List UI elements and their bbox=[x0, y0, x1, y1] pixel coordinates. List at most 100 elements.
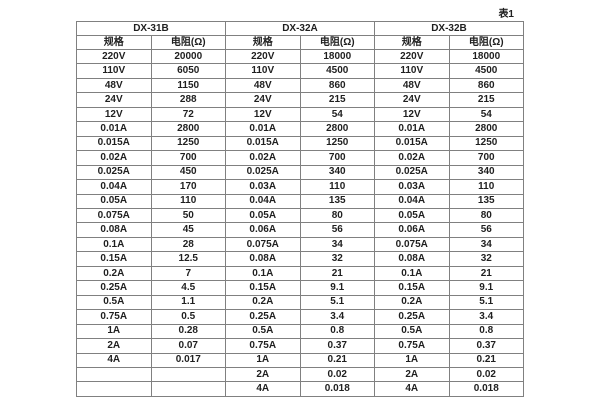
table-row: 4A 0.017 1A 0.21 1A 0.21 bbox=[76, 352, 524, 368]
spec-cell: 0.25A bbox=[374, 309, 450, 325]
resistance-cell: 0.018 bbox=[448, 381, 524, 397]
spec-cell: 24V bbox=[374, 92, 450, 108]
spec-cell: 0.04A bbox=[76, 179, 152, 195]
spec-cell: 1A bbox=[76, 323, 152, 340]
spec-cell: 0.15A bbox=[225, 280, 301, 296]
resistance-cell: 110 bbox=[299, 179, 375, 195]
table-row: 1A 0.28 0.5A 0.8 0.5A 0.8 bbox=[76, 323, 524, 340]
resistance-cell: 18000 bbox=[299, 48, 375, 65]
resistance-cell: 0.07 bbox=[150, 338, 226, 354]
spec-cell: 0.04A bbox=[374, 193, 450, 210]
spec-cell: 0.25A bbox=[76, 280, 152, 296]
spec-cell: 0.01A bbox=[374, 121, 450, 137]
resistance-cell: 45 bbox=[150, 222, 226, 238]
spec-cell: 0.75A bbox=[374, 338, 450, 354]
spec-cell: 0.2A bbox=[76, 265, 152, 282]
spec-cell: 0.08A bbox=[374, 251, 450, 267]
resistance-cell: 6050 bbox=[150, 63, 226, 79]
spec-cell: 12V bbox=[76, 106, 152, 123]
table-row: 2A 0.07 0.75A 0.37 0.75A 0.37 bbox=[76, 338, 524, 354]
resistance-column-header: 电阻(Ω) bbox=[150, 35, 226, 50]
resistance-cell: 9.1 bbox=[448, 280, 524, 296]
resistance-cell: 450 bbox=[150, 164, 226, 181]
column-header-row: 规格 电阻(Ω) 规格 电阻(Ω) 规格 电阻(Ω) bbox=[76, 35, 524, 50]
spec-cell: 220V bbox=[76, 48, 152, 65]
spec-cell: 0.1A bbox=[374, 265, 450, 282]
spec-cell: 0.015A bbox=[225, 135, 301, 152]
resistance-cell: 700 bbox=[150, 150, 226, 166]
spec-cell: 24V bbox=[225, 92, 301, 108]
spec-cell bbox=[76, 381, 152, 397]
spec-cell: 24V bbox=[76, 92, 152, 108]
spec-cell: 0.15A bbox=[374, 280, 450, 296]
table-row: 4A 0.018 4A 0.018 bbox=[76, 381, 524, 397]
resistance-cell: 5.1 bbox=[448, 294, 524, 311]
resistance-cell: 50 bbox=[150, 207, 226, 224]
table-row: 0.02A 700 0.02A 700 0.02A 700 bbox=[76, 150, 524, 166]
table-row: 220V 20000 220V 18000 220V 18000 bbox=[76, 48, 524, 65]
table-caption: 表1 bbox=[498, 9, 514, 20]
table-row: 0.08A 45 0.06A 56 0.06A 56 bbox=[76, 222, 524, 238]
spec-cell: 4A bbox=[76, 352, 152, 368]
resistance-cell: 1250 bbox=[299, 135, 375, 152]
spec-cell: 0.08A bbox=[225, 251, 301, 267]
resistance-cell: 860 bbox=[448, 77, 524, 94]
resistance-cell: 700 bbox=[299, 150, 375, 166]
table-row: 0.04A 170 0.03A 110 0.03A 110 bbox=[76, 179, 524, 195]
resistance-cell: 54 bbox=[299, 106, 375, 123]
spec-column-header: 规格 bbox=[374, 35, 450, 50]
resistance-cell: 0.37 bbox=[299, 338, 375, 354]
resistance-cell: 110 bbox=[448, 179, 524, 195]
spec-cell: 0.02A bbox=[76, 150, 152, 166]
spec-cell: 2A bbox=[374, 366, 450, 383]
resistance-cell: 7 bbox=[150, 265, 226, 282]
spec-cell: 0.08A bbox=[76, 222, 152, 238]
spec-cell: 0.075A bbox=[374, 236, 450, 253]
resistance-cell: 32 bbox=[448, 251, 524, 267]
resistance-cell: 18000 bbox=[448, 48, 524, 65]
group-header-dx-32b: DX-32B bbox=[374, 21, 524, 36]
table-row: 2A 0.02 2A 0.02 bbox=[76, 366, 524, 383]
table-row: 110V 6050 110V 4500 110V 4500 bbox=[76, 63, 524, 79]
spec-cell: 110V bbox=[374, 63, 450, 79]
spec-cell: 0.06A bbox=[225, 222, 301, 238]
resistance-cell: 80 bbox=[299, 207, 375, 224]
spec-cell: 1A bbox=[225, 352, 301, 368]
spec-cell: 0.5A bbox=[374, 323, 450, 340]
resistance-cell: 34 bbox=[448, 236, 524, 253]
table-row: 24V 288 24V 215 24V 215 bbox=[76, 92, 524, 108]
resistance-column-header: 电阻(Ω) bbox=[299, 35, 375, 50]
resistance-cell: 28 bbox=[150, 236, 226, 253]
spec-cell: 220V bbox=[374, 48, 450, 65]
resistance-cell: 5.1 bbox=[299, 294, 375, 311]
spec-cell: 0.03A bbox=[225, 179, 301, 195]
resistance-cell bbox=[150, 381, 226, 397]
resistance-column-header: 电阻(Ω) bbox=[448, 35, 524, 50]
group-header-dx-31b: DX-31B bbox=[76, 21, 226, 36]
spec-cell: 0.03A bbox=[374, 179, 450, 195]
spec-cell: 48V bbox=[374, 77, 450, 94]
resistance-cell: 2800 bbox=[299, 121, 375, 137]
spec-cell: 0.2A bbox=[374, 294, 450, 311]
resistance-cell: 1150 bbox=[150, 77, 226, 94]
spec-cell: 0.15A bbox=[76, 251, 152, 267]
resistance-cell: 72 bbox=[150, 106, 226, 123]
spec-cell: 0.25A bbox=[225, 309, 301, 325]
spec-cell: 0.04A bbox=[225, 193, 301, 210]
resistance-cell: 0.21 bbox=[299, 352, 375, 368]
resistance-cell: 860 bbox=[299, 77, 375, 94]
spec-cell: 220V bbox=[225, 48, 301, 65]
resistance-cell: 0.018 bbox=[299, 381, 375, 397]
resistance-cell: 288 bbox=[150, 92, 226, 108]
resistance-cell: 56 bbox=[299, 222, 375, 238]
spec-cell: 0.075A bbox=[76, 207, 152, 224]
spec-cell: 0.025A bbox=[374, 164, 450, 181]
table-row: 0.75A 0.5 0.25A 3.4 0.25A 3.4 bbox=[76, 309, 524, 325]
spec-cell: 0.1A bbox=[225, 265, 301, 282]
resistance-cell: 135 bbox=[448, 193, 524, 210]
resistance-cell: 3.4 bbox=[299, 309, 375, 325]
resistance-cell bbox=[150, 366, 226, 383]
spec-cell: 48V bbox=[225, 77, 301, 94]
resistance-cell: 170 bbox=[150, 179, 226, 195]
resistance-cell: 0.8 bbox=[299, 323, 375, 340]
